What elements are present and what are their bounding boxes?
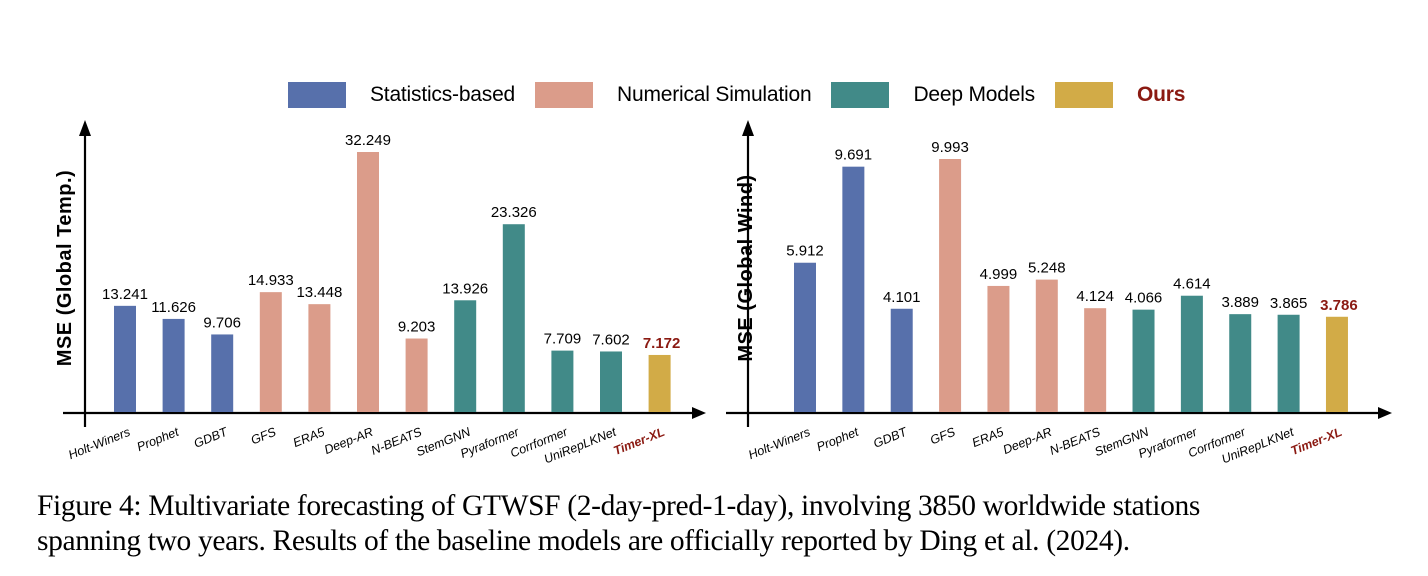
bar-unireplknet bbox=[600, 351, 622, 412]
bar-value-label: 4.124 bbox=[1076, 288, 1114, 305]
x-tick-label: Timer-XL bbox=[611, 425, 666, 458]
bar-n-beats bbox=[1084, 308, 1107, 412]
x-tick-label: GFS bbox=[249, 425, 279, 448]
bar-value-label: 14.933 bbox=[248, 272, 294, 289]
legend-swatch-ours bbox=[1054, 82, 1113, 108]
chart-global-wind: MSE (Global Wind) 5.912 Holt-Winers 9.691 Pr… bbox=[726, 120, 1392, 466]
bar-value-label: 11.626 bbox=[151, 299, 196, 316]
x-tick-label: GDBT bbox=[192, 424, 231, 450]
bar-holt-winers bbox=[794, 262, 816, 412]
bar-value-label: 13.926 bbox=[442, 280, 488, 297]
bar-n-beats bbox=[405, 338, 428, 412]
x-tick-label: Deep-AR bbox=[322, 425, 375, 457]
legend-item-statistics-based: Statistics-based bbox=[288, 82, 515, 108]
bar-era5 bbox=[308, 304, 331, 412]
bar-value-label: 3.865 bbox=[1270, 295, 1308, 312]
x-axis-arrow-icon bbox=[692, 407, 706, 419]
bar-prophet bbox=[842, 166, 865, 412]
bar-timer-xl bbox=[1325, 316, 1348, 412]
bar-pyraformer bbox=[502, 224, 525, 412]
bar-value-label: 7.709 bbox=[544, 331, 582, 348]
bar-value-label: 32.249 bbox=[345, 132, 391, 149]
bar-value-label: 4.999 bbox=[980, 266, 1018, 283]
x-tick-label: GDBT bbox=[871, 424, 910, 450]
bar-value-label: 7.602 bbox=[592, 331, 630, 348]
caption-line-1: Figure 4: Multivariate forecasting of GT… bbox=[37, 490, 1201, 522]
x-tick-label: Holt-Winers bbox=[66, 425, 132, 462]
x-tick-label: Prophet bbox=[135, 425, 181, 455]
bar-corrformer bbox=[551, 350, 574, 412]
x-tick-label: GFS bbox=[928, 425, 958, 448]
bar-value-label: 9.203 bbox=[398, 319, 436, 336]
bar-stemgnn bbox=[454, 300, 477, 412]
bar-value-label: 4.101 bbox=[883, 289, 921, 306]
legend-label-statistics-based: Statistics-based bbox=[370, 83, 516, 106]
figure-canvas: MSE (Global Temp.) 13.241 Holt-Winers 11.62… bbox=[54, 120, 1392, 466]
bar-value-label: 4.066 bbox=[1125, 290, 1163, 307]
legend-swatch-numerical-simulation bbox=[535, 82, 594, 108]
bar-value-label: 9.993 bbox=[931, 139, 969, 156]
chart-legend: Statistics-based Numerical Simulation De… bbox=[288, 80, 1205, 110]
bar-holt-winers bbox=[114, 305, 136, 412]
bar-value-label: 7.172 bbox=[643, 335, 681, 352]
bar-value-label: 13.241 bbox=[102, 286, 148, 303]
x-axis-arrow-icon bbox=[1378, 407, 1392, 419]
y-axis-arrow-icon bbox=[79, 120, 91, 136]
y-axis-arrow-icon bbox=[742, 120, 754, 136]
legend-label-numerical-simulation: Numerical Simulation bbox=[617, 83, 812, 106]
bar-value-label: 3.786 bbox=[1320, 297, 1358, 314]
bar-prophet bbox=[162, 318, 185, 412]
bar-corrformer bbox=[1229, 314, 1252, 412]
figure-caption: Figure 4: Multivariate forecasting of GT… bbox=[37, 489, 1417, 559]
bar-timer-xl bbox=[648, 354, 671, 412]
legend-swatch-deep-models bbox=[831, 82, 890, 108]
legend-label-deep-models: Deep Models bbox=[913, 83, 1035, 106]
bar-value-label: 9.706 bbox=[203, 314, 241, 331]
bar-gfs bbox=[259, 292, 282, 412]
bar-era5 bbox=[987, 285, 1010, 412]
bar-gdbt bbox=[211, 334, 234, 412]
x-tick-label: ERA5 bbox=[291, 425, 327, 450]
caption-line-2: spanning two years. Results of the basel… bbox=[37, 525, 1130, 557]
legend-label-ours: Ours bbox=[1136, 83, 1186, 106]
legend-item-ours: Ours bbox=[1054, 82, 1186, 108]
bar-value-label: 5.912 bbox=[786, 243, 824, 260]
bar-value-label: 23.326 bbox=[491, 204, 537, 221]
x-tick-label: Prophet bbox=[815, 425, 861, 455]
x-tick-label: Holt-Winers bbox=[746, 425, 812, 462]
legend-item-numerical-simulation: Numerical Simulation bbox=[535, 82, 812, 108]
bar-stemgnn bbox=[1132, 309, 1155, 412]
bar-value-label: 5.248 bbox=[1028, 260, 1066, 277]
bar-deep-ar bbox=[1035, 279, 1058, 412]
y-axis-label: MSE (Global Temp.) bbox=[54, 170, 76, 366]
legend-item-deep-models: Deep Models bbox=[831, 82, 1035, 108]
bar-value-label: 9.691 bbox=[835, 147, 873, 164]
x-tick-label: Timer-XL bbox=[1289, 425, 1344, 458]
bar-gdbt bbox=[890, 308, 913, 412]
bar-value-label: 4.614 bbox=[1173, 276, 1211, 293]
bar-value-label: 13.448 bbox=[296, 284, 342, 301]
x-tick-label: ERA5 bbox=[970, 425, 1006, 450]
bar-pyraformer bbox=[1180, 295, 1203, 412]
legend-swatch-statistics-based bbox=[288, 82, 346, 108]
bar-value-label: 3.889 bbox=[1221, 294, 1259, 311]
bar-unireplknet bbox=[1277, 314, 1300, 412]
chart-global-temp: MSE (Global Temp.) 13.241 Holt-Winers 11.62… bbox=[54, 120, 706, 466]
x-tick-label: Deep-AR bbox=[1001, 425, 1054, 457]
y-axis-label: MSE (Global Wind) bbox=[735, 174, 757, 361]
bar-gfs bbox=[939, 159, 962, 412]
bar-deep-ar bbox=[357, 152, 379, 412]
